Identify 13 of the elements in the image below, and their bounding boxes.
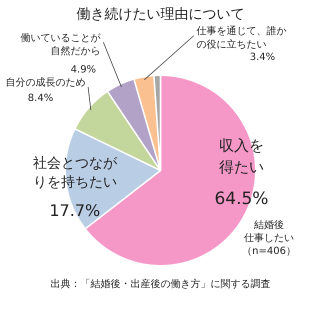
slice-label: 仕事を通じて、誰かの役に立ちたい — [196, 25, 287, 50]
data-label: 3.4% — [250, 52, 276, 63]
slice-label: 収入を得たい — [218, 136, 264, 176]
chart-title: 働き続けたい理由について — [76, 6, 244, 23]
data-label: 4.9% — [70, 64, 96, 76]
source-note: 出典：「結婚後・出産後の働き方」に関する調査 — [50, 278, 270, 290]
slice-label: 社会とつながりを持ちたい — [32, 155, 118, 190]
data-label: 17.7% — [49, 200, 100, 220]
data-label: 8.4% — [28, 92, 54, 104]
data-label: 64.5% — [214, 188, 268, 209]
slice-label: 自分の成長のため — [5, 76, 86, 88]
text: 結婚後仕事したい（n=406） — [242, 218, 296, 258]
slice-label: 働いていることが自然だから — [20, 32, 102, 57]
